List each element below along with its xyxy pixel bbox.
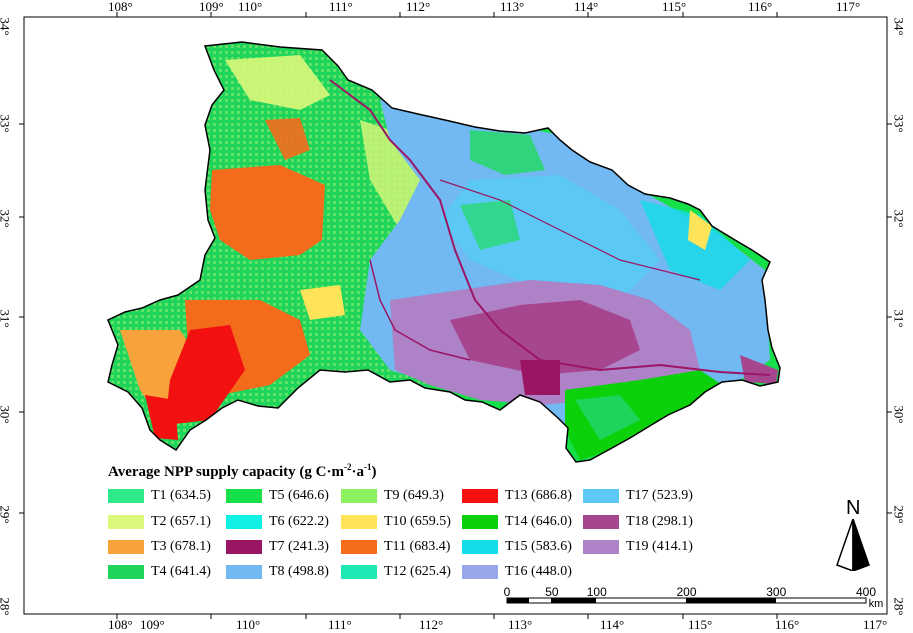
legend-swatch — [108, 540, 144, 554]
top-axis-label: 115° — [662, 0, 687, 14]
right-axis-label: 34° — [891, 17, 907, 36]
top-axis-label: 109° — [199, 0, 224, 14]
legend-swatch — [226, 515, 262, 529]
legend-label: T8 (498.8) — [269, 564, 329, 579]
legend-label: T2 (657.1) — [151, 514, 211, 529]
bottom-axis-label: 111° — [328, 617, 352, 632]
legend-swatch — [462, 565, 498, 579]
legend-label: T18 (298.1) — [626, 514, 693, 529]
bottom-axis-label: 113° — [508, 617, 533, 632]
legend-swatch — [341, 489, 377, 503]
bottom-axis-label: 108° — [108, 617, 133, 632]
legend-swatch — [341, 515, 377, 529]
bottom-axis-label: 114° — [600, 617, 625, 632]
legend-swatch — [226, 489, 262, 503]
legend-label: T12 (625.4) — [384, 564, 451, 579]
scale-tick-label: 50 — [545, 585, 559, 599]
legend-swatch — [583, 515, 619, 529]
top-axis-label: 111° — [329, 0, 353, 14]
top-axis-label: 117° — [836, 0, 861, 14]
top-axis-label: 108° — [108, 0, 133, 14]
north-label: N — [846, 497, 861, 519]
bottom-axis-label: 112° — [419, 617, 444, 632]
legend-swatch — [108, 489, 144, 503]
legend-label: T11 (683.4) — [384, 539, 451, 554]
scale-tick-label: 200 — [676, 585, 697, 599]
legend-label: T15 (583.6) — [505, 539, 572, 554]
top-axis-label: 113° — [500, 0, 525, 14]
left-axis-label: 32° — [0, 209, 13, 228]
scale-tick-label: 100 — [586, 585, 607, 599]
graticule-ticks — [19, 12, 892, 619]
left-axis-label: 29° — [0, 505, 13, 524]
right-axis-label: 30° — [891, 405, 907, 424]
legend-swatch — [462, 540, 498, 554]
legend-swatch — [341, 565, 377, 579]
legend-label: T19 (414.1) — [626, 539, 693, 554]
legend-swatch — [462, 515, 498, 529]
legend-label: T3 (678.1) — [151, 539, 211, 554]
right-axis-label: 31° — [891, 309, 907, 328]
left-axis-label: 34° — [0, 17, 13, 36]
legend-label: T13 (686.8) — [505, 488, 572, 503]
legend-label: T10 (659.5) — [384, 514, 451, 529]
legend-swatch — [583, 489, 619, 503]
left-axis-label: 31° — [0, 309, 13, 328]
legend-label: T6 (622.2) — [269, 514, 329, 529]
scale-bar-graphic — [506, 597, 867, 604]
legend-label: T4 (641.4) — [151, 564, 211, 579]
bottom-axis-label: 117° — [863, 617, 888, 632]
bottom-axis-label: 109° — [140, 617, 165, 632]
legend-swatch — [108, 565, 144, 579]
left-axis-label: 30° — [0, 405, 13, 424]
legend-label: T9 (649.3) — [384, 488, 444, 503]
right-axis-label: 33° — [891, 114, 907, 133]
top-axis-label: 112° — [406, 0, 431, 14]
legend-label: T16 (448.0) — [505, 564, 572, 579]
scale-tick-label: 400 — [855, 585, 877, 599]
legend-swatch — [108, 515, 144, 529]
bottom-axis-label: 110° — [236, 617, 261, 632]
legend-label: T17 (523.9) — [626, 488, 693, 503]
scale-tick-label: 0 — [503, 585, 511, 599]
left-axis-label: 33° — [0, 114, 13, 133]
legend-title: Average NPP supply capacity (g C·m-2·a-1… — [108, 462, 377, 480]
legend-swatch — [341, 540, 377, 554]
top-axis-label: 114° — [574, 0, 599, 14]
province-boundary — [107, 41, 781, 463]
bottom-axis-label: 115° — [688, 617, 713, 632]
legend-swatch — [226, 565, 262, 579]
top-axis-label: 116° — [748, 0, 773, 14]
legend-swatch — [226, 540, 262, 554]
north-arrow: N — [833, 497, 873, 572]
scale-tick-label: 300 — [766, 585, 787, 599]
scale-unit: km — [868, 598, 884, 610]
top-axis-label: 110° — [238, 0, 263, 14]
legend-swatch — [462, 489, 498, 503]
bottom-axis-label: 116° — [775, 617, 800, 632]
right-axis-label: 28° — [891, 597, 907, 616]
north-arrow-icon — [836, 519, 870, 571]
legend-label: T14 (646.0) — [505, 514, 572, 529]
legend-swatch — [583, 540, 619, 554]
legend-label: T5 (646.6) — [269, 488, 329, 503]
right-axis-label: 29° — [891, 505, 907, 524]
legend-label: T7 (241.3) — [269, 539, 329, 554]
right-axis-label: 32° — [891, 209, 907, 228]
left-axis-label: 28° — [0, 597, 13, 616]
scale-bar: 0 50 100 200 300 400 km — [500, 585, 884, 615]
legend-label: T1 (634.5) — [151, 488, 211, 503]
